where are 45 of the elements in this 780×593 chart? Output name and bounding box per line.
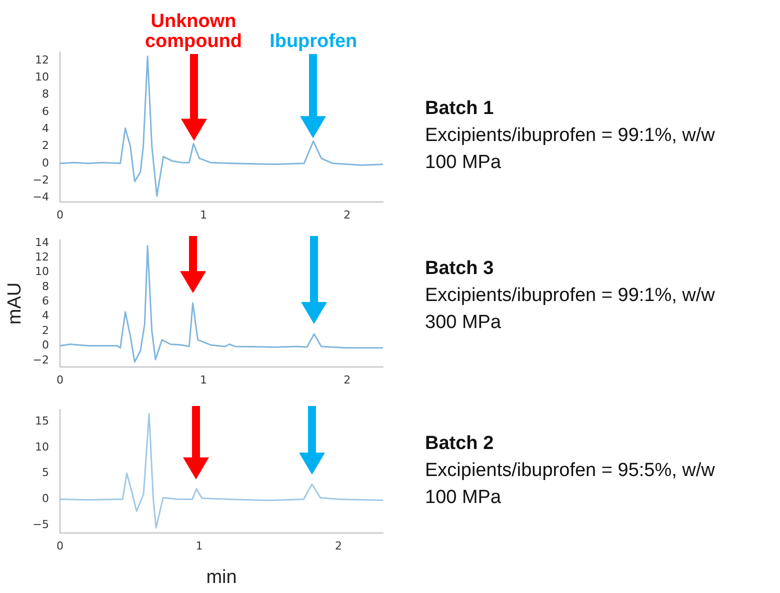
text: Excipients/ibuprofen = 99:1%, w/w [425, 124, 715, 148]
x-tick-label: 0 [56, 373, 64, 386]
x-tick-label: 0 [56, 208, 64, 222]
y-tick-label: −2 [32, 353, 49, 366]
y-tick-label: 0 [42, 156, 49, 170]
y-axis-title: mAU [4, 282, 26, 325]
y-tick-label: 0 [42, 492, 49, 506]
y-tick-label: 10 [35, 265, 49, 278]
y-tick-label: 4 [42, 122, 49, 135]
y-tick-label: 12 [35, 250, 49, 264]
x-tick-label: 2 [334, 539, 342, 552]
x-axis-title: min [206, 566, 237, 588]
y-tick-label: 8 [42, 88, 49, 101]
y-tick-label: 15 [35, 414, 49, 428]
y-tick-label: 12 [35, 53, 49, 66]
text: Excipients/ibuprofen = 95:5%, w/w [425, 459, 715, 483]
y-tick-label: 2 [42, 324, 49, 337]
y-tick-label: 4 [42, 309, 49, 322]
text: Batch 2 [425, 432, 495, 456]
text: 100 MPa [425, 151, 502, 175]
y-tick-label: 2 [42, 139, 49, 152]
x-tick-label: 0 [56, 539, 64, 552]
text: 100 MPa [425, 486, 502, 510]
y-tick-label: 0 [42, 338, 49, 352]
y-tick-label: 6 [42, 104, 49, 118]
y-tick-label: 5 [42, 466, 49, 480]
text: Batch 3 [425, 257, 495, 281]
x-tick-label: 2 [344, 373, 351, 386]
y-tick-label: 10 [35, 440, 49, 454]
text: Excipients/ibuprofen = 99:1%, w/w [425, 284, 715, 308]
x-tick-label: 1 [196, 539, 203, 552]
y-tick-label: −2 [32, 173, 49, 186]
x-tick-label: 1 [200, 373, 208, 386]
y-tick-label: 6 [42, 294, 49, 308]
y-tick-label: −5 [32, 518, 49, 532]
annotation: Unknown compound [144, 11, 244, 52]
text: 300 MPa [425, 311, 502, 335]
y-tick-label: 14 [35, 236, 49, 249]
text: Batch 1 [425, 97, 495, 121]
x-tick-label: 1 [200, 208, 208, 222]
y-tick-label: 10 [35, 70, 49, 84]
y-tick-label: 8 [42, 280, 49, 293]
x-tick-label: 2 [344, 208, 351, 222]
y-tick-label: −4 [32, 190, 49, 204]
annotation: Ibuprofen [268, 31, 358, 52]
